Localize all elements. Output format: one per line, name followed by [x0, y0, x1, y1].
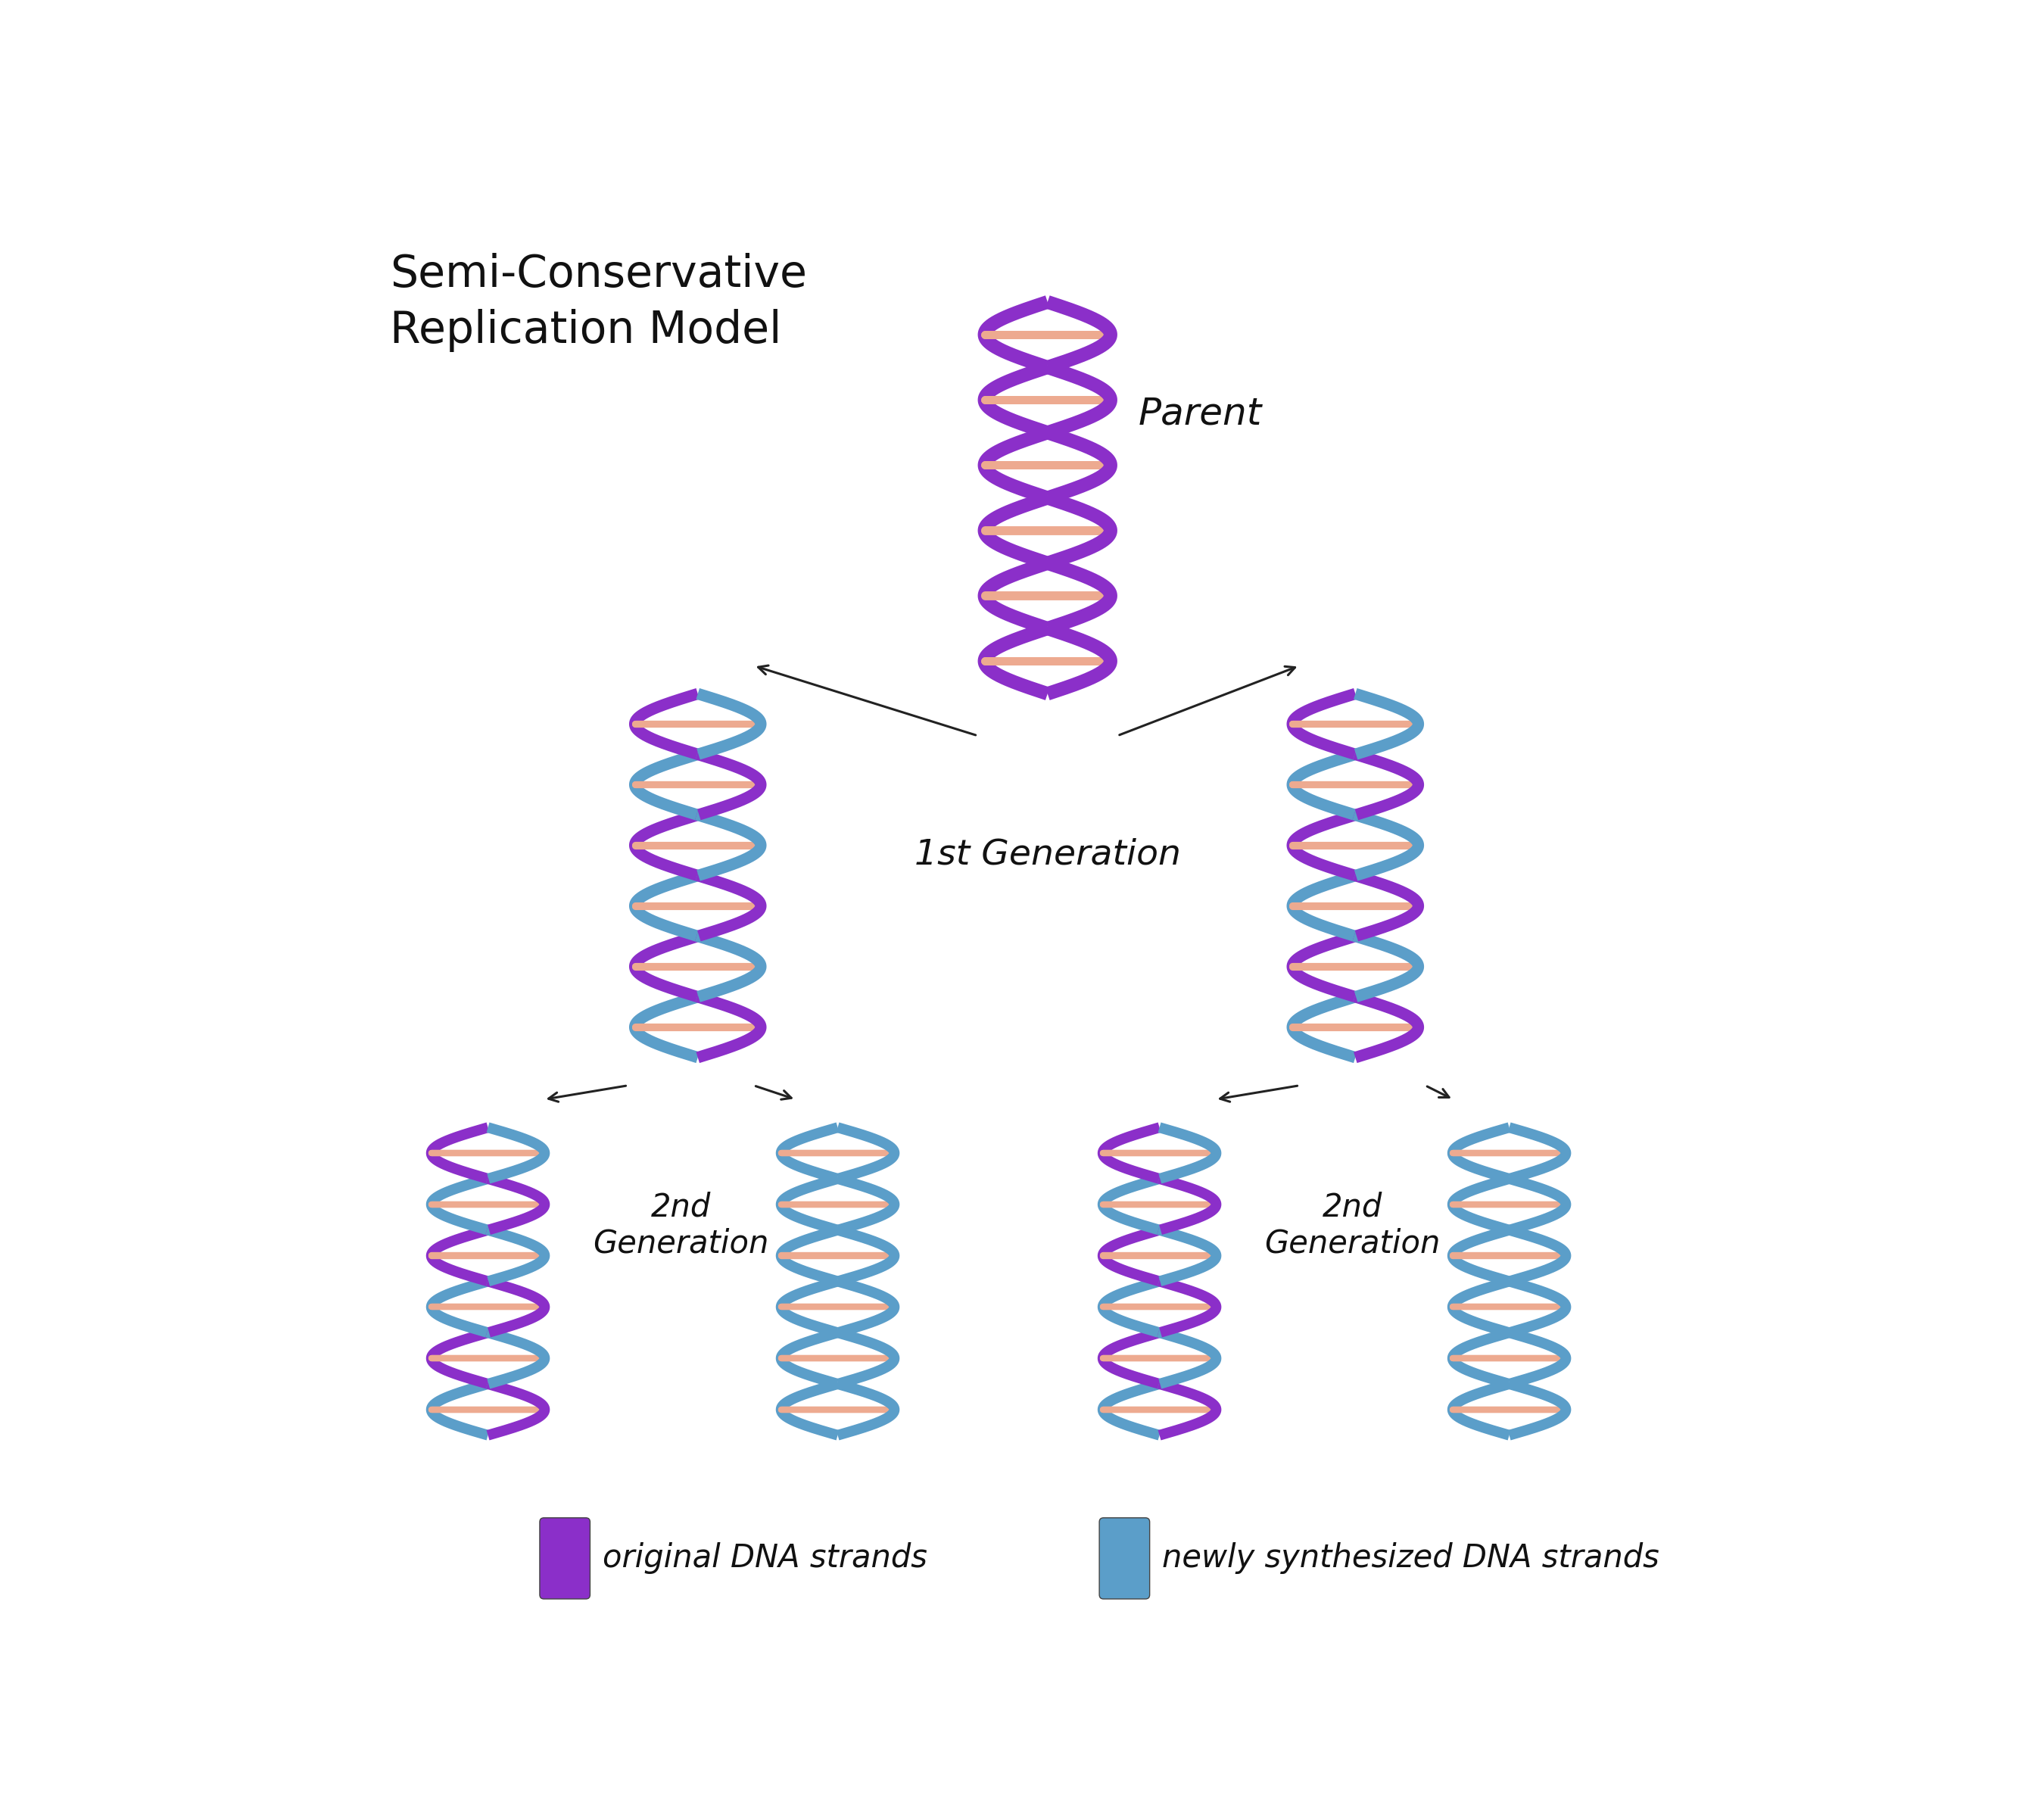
- Text: newly synthesized DNA strands: newly synthesized DNA strands: [1163, 1543, 1660, 1574]
- Text: Replication Model: Replication Model: [390, 309, 781, 352]
- FancyBboxPatch shape: [540, 1517, 591, 1599]
- Text: Semi-Conservative: Semi-Conservative: [390, 253, 807, 296]
- Text: 2nd
Generation: 2nd Generation: [1265, 1192, 1441, 1259]
- Text: 1st Generation: 1st Generation: [914, 838, 1181, 872]
- Text: original DNA strands: original DNA strands: [603, 1543, 928, 1574]
- Text: 2nd
Generation: 2nd Generation: [593, 1192, 769, 1259]
- FancyBboxPatch shape: [1100, 1517, 1149, 1599]
- Text: Parent: Parent: [1139, 396, 1261, 432]
